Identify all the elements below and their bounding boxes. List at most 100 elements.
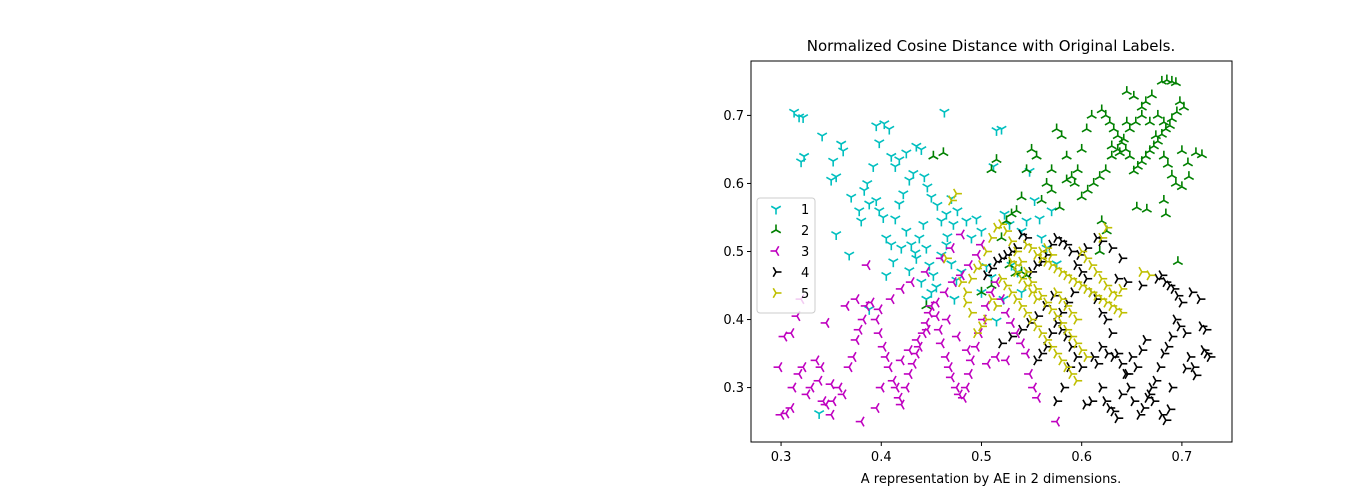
- scatter-point-series-4: [1033, 355, 1043, 366]
- scatter-point-series-1: [926, 288, 937, 298]
- scatter-point-series-3: [961, 344, 971, 356]
- scatter-point-series-5: [1073, 314, 1083, 325]
- scatter-point-series-5: [1013, 293, 1023, 305]
- scatter-point-series-4: [1114, 273, 1124, 284]
- scatter-point-series-2: [1136, 109, 1147, 119]
- scatter-point-series-1: [911, 254, 922, 264]
- legend-label-4: 4: [801, 266, 809, 281]
- scatter-point-series-4: [1098, 307, 1108, 318]
- scatter-point-series-2: [986, 280, 997, 289]
- scatter-point-series-4: [1156, 361, 1166, 373]
- scatter-point-series-4: [1138, 280, 1148, 291]
- scatter-point-series-2: [1041, 177, 1052, 187]
- scatter-point-series-2: [1076, 191, 1087, 201]
- scatter-point-series-4: [1060, 382, 1070, 393]
- scatter-point-series-3: [935, 338, 945, 349]
- scatter-point-series-3: [920, 317, 930, 329]
- scatter-point-series-3: [945, 372, 955, 383]
- scatter-point-series-2: [976, 286, 987, 296]
- scatter-point-series-1: [928, 271, 939, 281]
- scatter-point-series-5: [1083, 253, 1093, 264]
- scatter-point-series-4: [1088, 396, 1098, 407]
- scatter-point-series-5: [1023, 307, 1033, 318]
- scatter-point-series-4: [1090, 351, 1100, 363]
- scatter-point-series-4: [1094, 358, 1104, 369]
- scatter-point-series-3: [1021, 348, 1031, 359]
- scatter-point-series-1: [971, 215, 982, 225]
- scatter-point-series-5: [1138, 266, 1148, 278]
- scatter-point-series-1: [894, 156, 905, 166]
- scatter-point-series-5: [1083, 351, 1093, 363]
- scatter-point-series-5: [1033, 321, 1043, 332]
- scatter-point-series-2: [1056, 130, 1067, 140]
- scatter-point-series-1: [922, 183, 933, 193]
- scatter-point-series-2: [1152, 109, 1164, 119]
- scatter-point-series-5: [952, 188, 962, 199]
- scatter-point-series-1: [911, 142, 922, 152]
- scatter-point-series-4: [1146, 389, 1156, 400]
- scatter-point-series-3: [810, 355, 820, 366]
- scatter-point-series-3: [943, 361, 953, 373]
- scatter-point-series-1: [813, 409, 825, 419]
- scatter-point-series-5: [1023, 266, 1033, 278]
- scatter-point-series-2: [1178, 101, 1190, 111]
- scatter-point-series-3: [981, 358, 991, 369]
- scatter-point-series-1: [976, 227, 987, 237]
- scatter-point-series-2: [1096, 104, 1107, 114]
- scatter-point-series-3: [825, 409, 835, 420]
- scatter-point-series-3: [833, 382, 843, 393]
- scatter-point-series-3: [1011, 327, 1020, 339]
- scatter-point-series-3: [933, 324, 943, 335]
- scatter-point-series-3: [986, 287, 995, 298]
- scatter-point-series-5: [1018, 273, 1028, 284]
- scatter-point-series-3: [813, 375, 823, 386]
- scatter-point-series-3: [920, 266, 930, 278]
- scatter-point-series-2: [1118, 133, 1129, 143]
- y-tick-label: 0.6: [723, 177, 744, 192]
- scatter-point-series-3: [950, 382, 960, 393]
- scatter-point-series-2: [1051, 123, 1062, 133]
- scatter-point-series-1: [936, 217, 947, 227]
- scatter-point-series-1: [878, 214, 889, 223]
- scatter-point-series-2: [1106, 140, 1117, 150]
- scatter-point-series-3: [857, 314, 867, 325]
- scatter-point-series-5: [1028, 287, 1038, 298]
- scatter-point-series-3: [870, 402, 880, 414]
- y-tick-label: 0.3: [723, 381, 744, 396]
- scatter-point-series-3: [837, 389, 847, 400]
- scatter-point-series-5: [1028, 314, 1038, 325]
- scatter-point-series-2: [1170, 77, 1182, 87]
- scatter-point-series-2: [1146, 89, 1157, 99]
- scatter-point-series-4: [1158, 409, 1168, 420]
- scatter-point-series-2: [1114, 147, 1125, 157]
- scatter-point-series-1: [894, 200, 905, 210]
- scatter-point-series-4: [1073, 259, 1083, 271]
- scatter-point-series-1: [798, 152, 810, 162]
- scatter-point-series-3: [875, 382, 885, 393]
- scatter-point-series-3: [893, 392, 903, 403]
- scatter-point-series-3: [887, 375, 897, 386]
- scatter-point-series-3: [895, 283, 905, 295]
- scatter-point-series-5: [1088, 259, 1098, 271]
- scatter-point-series-2: [1069, 177, 1080, 187]
- scatter-point-series-5: [968, 273, 977, 284]
- scatter-point-series-4: [1053, 232, 1063, 244]
- scatter-point-series-2: [1082, 184, 1093, 194]
- scatter-point-series-3: [945, 242, 955, 254]
- scatter-point-series-1: [961, 217, 972, 227]
- scatter-point-series-3: [775, 409, 785, 420]
- scatter-point-series-3: [921, 324, 931, 335]
- scatter-point-series-2: [1162, 158, 1174, 168]
- scatter-point-series-5: [983, 314, 992, 325]
- scatter-point-series-3: [930, 297, 940, 308]
- scatter-point-series-1: [924, 261, 935, 271]
- scatter-point-series-3: [941, 314, 951, 325]
- scatter-point-series-4: [1078, 361, 1088, 373]
- scatter-point-series-3: [1024, 368, 1034, 380]
- scatter-point-series-2: [996, 232, 1007, 242]
- scatter-point-series-3: [1051, 416, 1061, 427]
- scatter-point-series-5: [1008, 236, 1018, 247]
- scatter-point-series-2: [1166, 169, 1178, 179]
- scatter-point-series-1: [906, 241, 917, 251]
- scatter-point-series-5: [1043, 297, 1053, 308]
